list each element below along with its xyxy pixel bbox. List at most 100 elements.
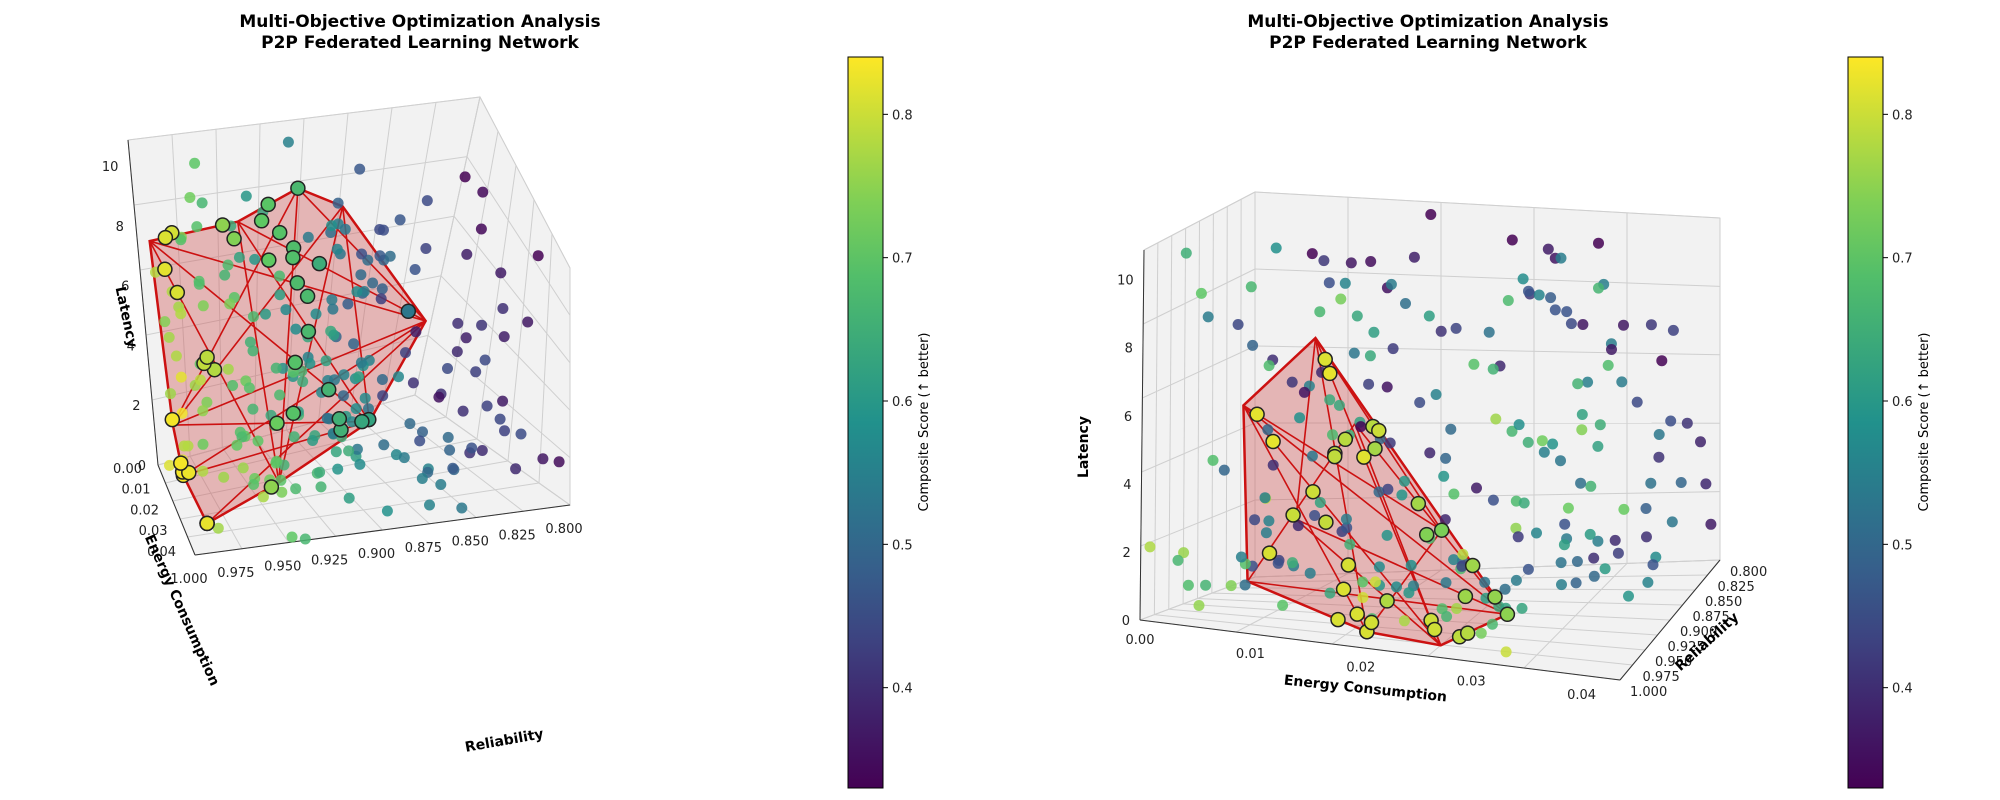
pareto-point [289,275,306,291]
scatter-point [1593,282,1604,294]
left-chart-panel: Multi-Objective Optimization Analysis P2… [102,12,932,789]
scatter-point [460,332,472,344]
scatter-point [1486,618,1498,630]
scatter-point [1667,324,1679,336]
scatter-point [475,223,487,235]
scatter-point [1616,376,1628,388]
scatter-point [244,336,256,348]
scatter-point [1549,304,1561,316]
pareto-point [1318,514,1334,530]
scatter-point [1178,547,1190,559]
latency-tick-label: 4 [1123,478,1131,493]
scatter-point [451,346,463,358]
scatter-point [1565,318,1577,330]
energy-tick-label: 0.00 [1126,633,1155,648]
colorbar-tick-label: 0.8 [892,108,913,123]
scatter-point [1542,243,1554,255]
pareto-point [1285,507,1301,523]
scatter-point [243,382,255,394]
scatter-point [1577,319,1589,330]
scatter-point [1592,440,1604,452]
scatter-point [276,486,288,498]
scatter-point [1656,355,1668,367]
scatter-point [252,435,264,447]
pareto-point [1457,588,1474,605]
scatter-point [1340,513,1352,525]
scatter-point [378,439,390,451]
scatter-point [337,390,349,402]
pareto-point [1317,351,1333,368]
right-chart-title: Multi-Objective Optimization Analysis P2… [1128,12,1728,54]
scatter-point [1490,413,1502,425]
scatter-point [1440,577,1452,589]
pareto-hull-edge [182,320,427,477]
scatter-point [227,380,239,391]
scatter-point [197,405,209,417]
scatter-point [1430,389,1442,400]
scatter-point [1259,492,1271,504]
scatter-point [1618,503,1630,515]
scatter-point [495,267,507,279]
scatter-point [1193,600,1205,611]
scatter-point [1355,421,1367,433]
scatter-point [240,190,252,202]
scatter-point [376,283,388,295]
scatter-point [1327,429,1338,441]
scatter-point [410,326,422,338]
scatter-point [1172,554,1184,566]
scatter-point [1381,529,1393,541]
pareto-point [285,405,302,422]
pareto-point [1322,365,1338,382]
scatter-point [1369,576,1381,588]
scatter-point [1516,602,1528,614]
pareto-point [290,180,306,196]
pareto-point [1326,448,1343,465]
scatter-point [307,435,319,446]
reliability-tick-label: 0.800 [545,522,582,537]
scatter-point [1314,306,1326,318]
scatter-point [224,298,236,310]
scatter-point [1438,470,1450,482]
colorbar-tick-label: 0.5 [1892,538,1913,553]
scatter-point [1555,557,1567,569]
scatter-point [1195,287,1207,299]
pareto-point [1335,581,1352,597]
scatter-point [1533,289,1545,301]
scatter-point [1576,424,1588,436]
scatter-point [326,220,338,232]
right-title-line1: Multi-Objective Optimization Analysis [1247,12,1609,32]
gridline [1254,491,1721,501]
pareto-point [1464,557,1481,574]
scatter-point [1381,381,1393,393]
scatter-point [1399,475,1410,487]
scatter-point [1270,242,1282,254]
scatter-point [1247,339,1259,351]
pareto-point [1410,495,1427,512]
energy-tick-label: 0.04 [1567,688,1596,703]
scatter-point [499,425,510,437]
pareto-point [164,411,181,428]
latency-tick-label: 8 [1125,342,1133,357]
pareto-hull-edge [149,240,426,322]
scatter-point [1556,579,1567,591]
scatter-point [1263,515,1275,527]
scatter-point [1385,278,1397,290]
scatter-point [378,224,389,236]
scatter-point [1555,252,1567,264]
scatter-point [165,388,176,400]
scatter-point [421,195,433,207]
scatter-point [328,329,340,341]
scatter-point [1645,319,1657,331]
scatter-point [456,502,468,514]
scatter-point [1666,516,1678,528]
scatter-point [342,298,354,310]
colorbar-label: Composite Score (↑ better) [1917,332,1932,511]
scatter-point [1705,518,1717,530]
pareto-point [1356,449,1372,465]
scatter-point [164,459,175,471]
gridline [1197,220,1200,599]
scatter-point [374,250,386,262]
latency-tick-label: 10 [1117,274,1134,289]
scatter-point [1570,577,1582,589]
scatter-point [1309,510,1321,521]
